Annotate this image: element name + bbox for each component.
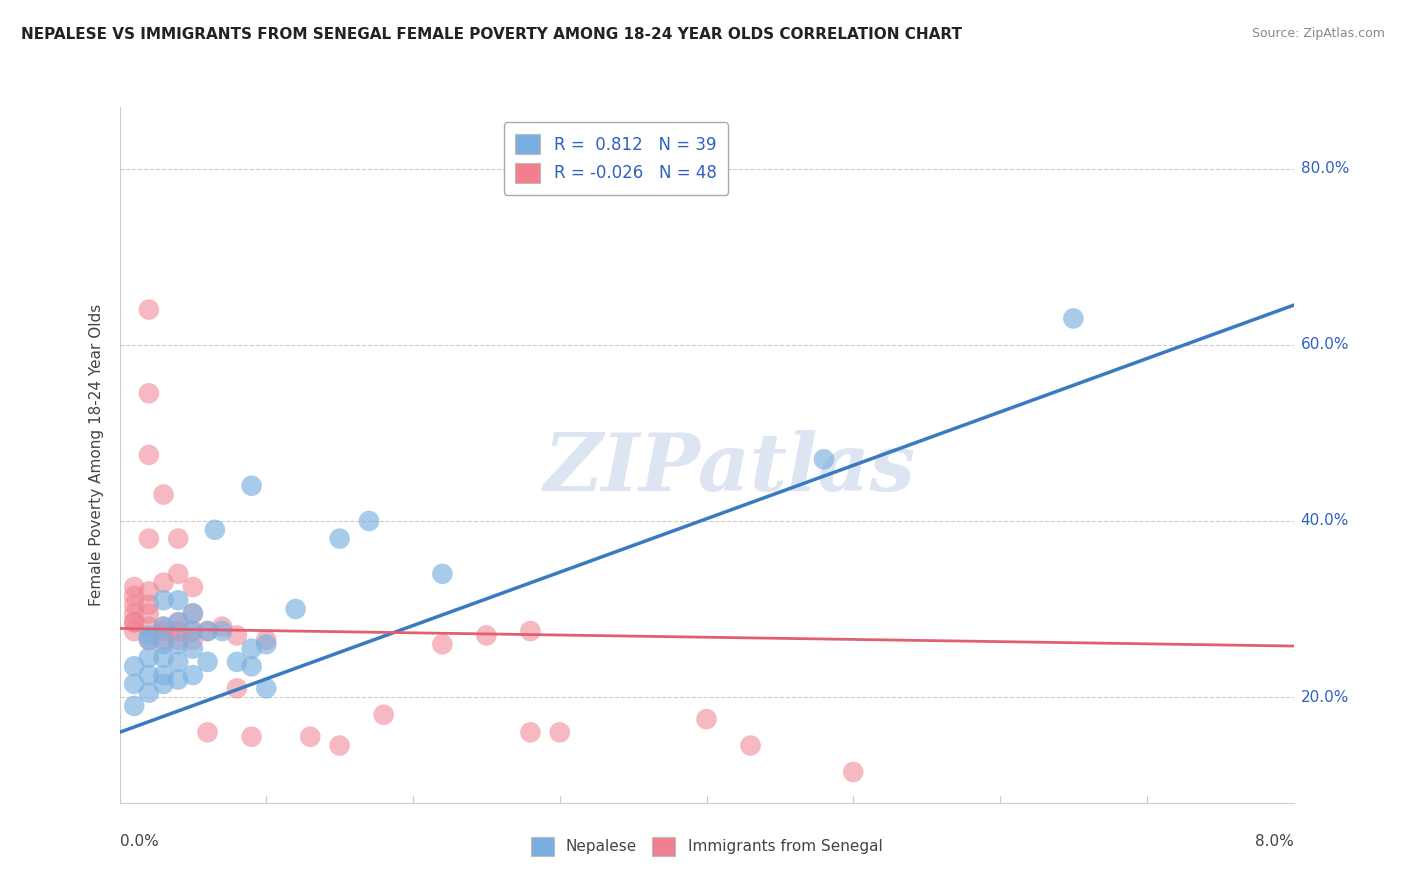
Point [138,620,160,634]
Point [357,514,380,528]
Point [211,624,233,638]
Point [225,681,249,696]
Point [197,624,219,638]
Point [240,479,263,493]
Point [138,632,160,647]
Point [167,615,190,630]
Point [254,637,277,651]
Point [122,677,145,691]
Text: 20.0%: 20.0% [1301,690,1348,705]
Point [167,615,190,630]
Point [329,532,352,546]
Point [167,624,190,638]
Point [197,725,219,739]
Point [122,598,145,612]
Point [152,677,174,691]
Point [432,637,454,651]
Point [152,620,174,634]
Text: 80.0%: 80.0% [1301,161,1348,177]
Point [181,624,204,638]
Point [254,632,277,647]
Text: Source: ZipAtlas.com: Source: ZipAtlas.com [1251,27,1385,40]
Point [138,386,160,401]
Point [138,584,160,599]
Point [152,487,174,501]
Point [167,655,190,669]
Point [152,650,174,665]
Point [211,620,233,634]
Point [284,602,307,616]
Point [519,725,541,739]
Point [122,624,145,638]
Point [240,730,263,744]
Point [181,580,204,594]
Point [138,686,160,700]
Point [152,632,174,647]
Point [122,659,145,673]
Point [181,641,204,656]
Point [167,593,190,607]
Point [197,655,219,669]
Point [138,607,160,621]
Point [813,452,835,467]
Point [152,637,174,651]
Point [152,575,174,590]
Point [225,655,249,669]
Point [138,628,160,642]
Point [475,628,498,642]
Point [842,764,865,779]
Point [122,589,145,603]
Point [181,668,204,682]
Text: 60.0%: 60.0% [1301,337,1348,352]
Point [122,615,145,630]
Point [240,641,263,656]
Point [138,598,160,612]
Point [181,632,204,647]
Point [152,620,174,634]
Point [152,668,174,682]
Point [373,707,395,722]
Point [167,566,190,581]
Point [254,681,277,696]
Text: NEPALESE VS IMMIGRANTS FROM SENEGAL FEMALE POVERTY AMONG 18-24 YEAR OLDS CORRELA: NEPALESE VS IMMIGRANTS FROM SENEGAL FEMA… [21,27,962,42]
Point [122,607,145,621]
Point [122,615,145,630]
Point [181,607,204,621]
Point [122,580,145,594]
Point [167,637,190,651]
Point [167,673,190,687]
Point [299,730,322,744]
Point [138,632,160,647]
Text: ZIPatlas: ZIPatlas [544,430,917,508]
Point [432,566,454,581]
Point [167,632,190,647]
Legend: Nepalese, Immigrants from Senegal: Nepalese, Immigrants from Senegal [522,828,891,864]
Y-axis label: Female Poverty Among 18-24 Year Olds: Female Poverty Among 18-24 Year Olds [89,304,104,606]
Point [225,628,249,642]
Point [138,650,160,665]
Point [138,532,160,546]
Point [181,624,204,638]
Point [181,607,204,621]
Point [138,668,160,682]
Text: 0.0%: 0.0% [120,834,159,849]
Point [740,739,762,753]
Point [1062,311,1084,326]
Text: 40.0%: 40.0% [1301,514,1348,528]
Point [329,739,352,753]
Point [138,448,160,462]
Point [138,302,160,317]
Text: 8.0%: 8.0% [1254,834,1294,849]
Point [519,624,541,638]
Point [696,712,718,726]
Point [122,698,145,713]
Point [152,624,174,638]
Point [152,593,174,607]
Point [548,725,571,739]
Point [167,532,190,546]
Point [240,659,263,673]
Point [204,523,226,537]
Point [197,624,219,638]
